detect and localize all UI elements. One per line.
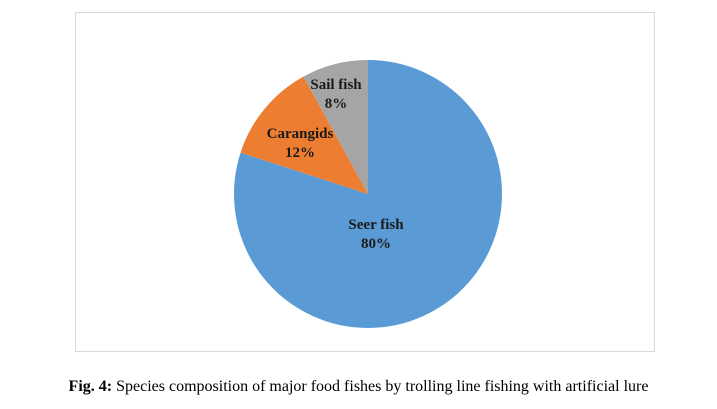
figure-caption: Fig. 4: Species composition of major foo… <box>0 378 717 396</box>
slice-value-sail-fish: 8% <box>325 96 348 112</box>
pie-slice-carangids <box>240 76 368 194</box>
figure-caption-text: Species composition of major food fishes… <box>112 378 649 395</box>
pie-slice-sail-fish <box>303 60 368 194</box>
slice-label-sail-fish: Sail fish <box>310 77 362 93</box>
slice-label-carangids: Carangids <box>267 126 334 142</box>
pie-chart: Seer fish 80% Carangids 12% Sail fish 8% <box>233 60 502 328</box>
figure-label: Fig. 4: <box>68 378 113 395</box>
chart-area: Seer fish 80% Carangids 12% Sail fish 8% <box>75 12 655 352</box>
slice-value-carangids: 12% <box>285 145 315 161</box>
slice-label-seer-fish: Seer fish <box>348 217 404 233</box>
slice-value-seer-fish: 80% <box>361 236 391 252</box>
